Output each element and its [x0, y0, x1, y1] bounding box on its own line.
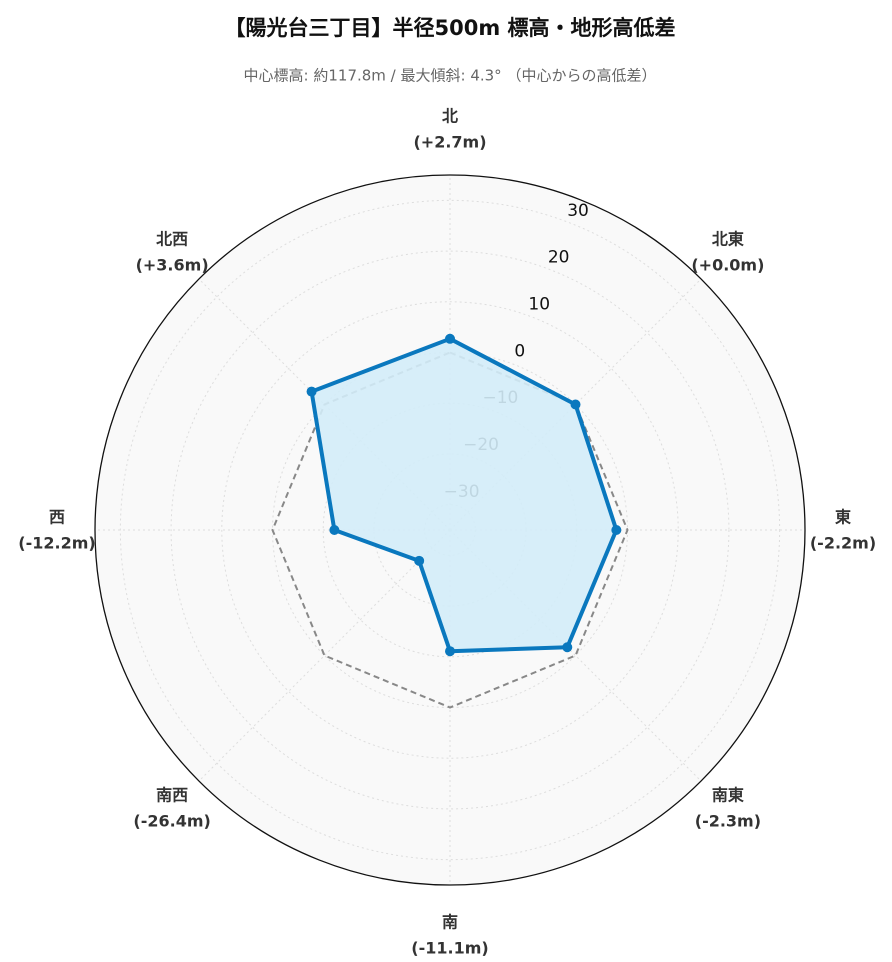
category-label: 南東 [712, 785, 744, 804]
category-label: 東 [835, 508, 851, 527]
baseline-line [271, 351, 629, 709]
category-label: 南西 [156, 785, 188, 804]
r-tick-label: 0 [514, 341, 525, 361]
value-label: (-26.4m) [133, 811, 210, 830]
value-label: (+3.6m) [136, 256, 209, 275]
category-label: 西 [49, 508, 65, 527]
data-point [306, 386, 317, 397]
data-point [570, 399, 581, 410]
data-point [611, 525, 622, 535]
value-label: (-2.3m) [695, 811, 761, 830]
spoke [449, 278, 702, 531]
r-tick-label: 30 [567, 201, 589, 221]
data-point [445, 333, 455, 344]
data-point [414, 555, 425, 566]
value-label: (-11.1m) [411, 939, 488, 958]
spoke [198, 278, 451, 531]
value-label: (-12.2m) [18, 534, 95, 553]
grid-circle [221, 301, 679, 759]
chart-subtitle: 中心標高: 約117.8m / 最大傾斜: 4.3° （中心からの高低差） [244, 67, 657, 85]
category-label: 北西 [156, 230, 188, 249]
r-tick-label: 20 [548, 248, 570, 268]
category-label: 北東 [712, 230, 744, 249]
outer-circle [94, 174, 806, 886]
chart-title: 【陽光台三丁目】半径500m 標高・地形高低差 [224, 16, 675, 40]
spoke [198, 529, 451, 782]
grid-circle [170, 250, 730, 810]
r-tick-label: 10 [528, 295, 550, 315]
data-point [445, 646, 455, 657]
data-point [562, 642, 573, 653]
spoke [449, 529, 702, 782]
value-label: (-2.2m) [810, 534, 876, 553]
category-label: 南 [442, 913, 458, 932]
value-label: (+2.7m) [413, 133, 486, 152]
grid-circle [119, 199, 781, 861]
value-label: (+0.0m) [691, 256, 764, 275]
category-label: 北 [442, 107, 458, 126]
data-point [329, 525, 340, 535]
